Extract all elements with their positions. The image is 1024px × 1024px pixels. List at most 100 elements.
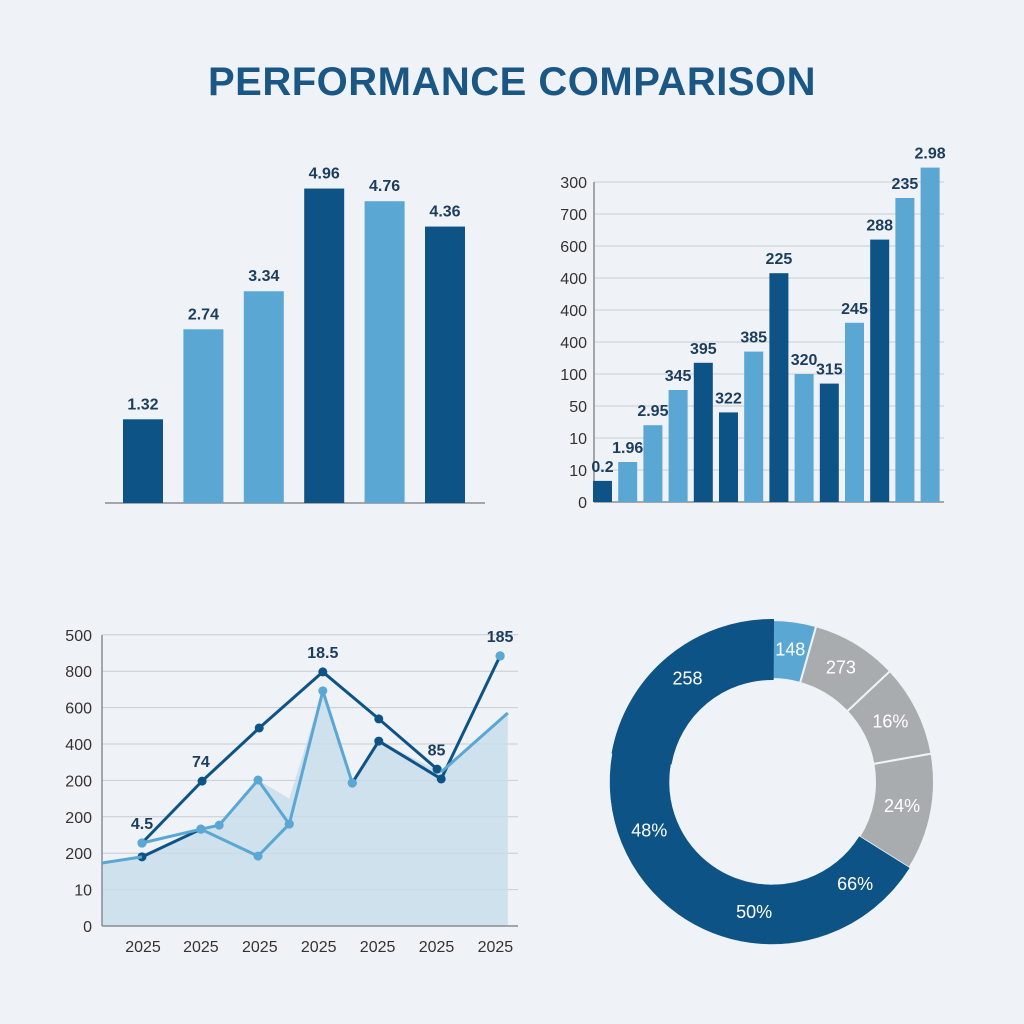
data-point: [214, 820, 224, 830]
data-label: 288: [866, 218, 893, 235]
series-line: [351, 655, 502, 784]
data-point: [374, 736, 384, 746]
x-tick-label: 2025: [242, 939, 278, 956]
y-tick-label: 200: [65, 773, 92, 790]
y-tick-label: 400: [560, 271, 587, 288]
data-label: 0.2: [591, 459, 613, 476]
data-label: 345: [665, 368, 692, 385]
slice-label: 24%: [884, 796, 920, 816]
y-tick-label: 10: [74, 883, 92, 900]
bar: [794, 374, 814, 502]
data-label: 4.5: [131, 816, 153, 833]
data-point: [374, 714, 384, 724]
x-tick-label: 2025: [125, 939, 161, 956]
bar: [593, 480, 612, 502]
y-tick-label: 600: [65, 701, 92, 718]
line-chart: 0 10 200 200 200 400 600 800 500 2025 2025 2025 2025…: [65, 628, 518, 956]
data-label: 225: [766, 251, 793, 268]
data-label: 4.36: [429, 204, 460, 221]
bar: [123, 419, 163, 503]
bar: [845, 322, 864, 502]
bar: [819, 383, 839, 502]
data-point: [253, 851, 263, 861]
data-point: [436, 774, 446, 784]
y-tick-label: 600: [560, 239, 587, 256]
x-tick-label: 2025: [419, 939, 455, 956]
data-label: 18.5: [307, 645, 338, 662]
data-label: 2.95: [637, 403, 668, 420]
y-tick-label: 300: [560, 175, 587, 192]
data-point: [253, 775, 263, 785]
series-line: [140, 670, 439, 845]
data-label: 3.34: [248, 268, 279, 285]
y-tick-label: 700: [560, 207, 587, 224]
slice-label: 258: [673, 669, 703, 689]
data-label: 395: [690, 341, 717, 358]
data-point: [318, 686, 328, 696]
data-label: 322: [715, 390, 742, 407]
bar: [744, 351, 764, 502]
data-point: [347, 778, 357, 788]
bar: [364, 201, 405, 503]
y-tick-label: 10: [569, 463, 587, 480]
data-point: [318, 667, 328, 677]
y-tick-label: 200: [65, 810, 92, 827]
bar: [769, 273, 789, 502]
x-tick-label: 2025: [478, 939, 514, 956]
y-tick-label: 100: [560, 367, 587, 384]
data-label: 245: [841, 301, 868, 318]
series-line: [101, 855, 143, 865]
bar: [895, 198, 915, 502]
data-label: 185: [487, 629, 514, 646]
x-tick-label: 2025: [301, 939, 337, 956]
x-tick-label: 2025: [183, 939, 219, 956]
x-tick-label: 2025: [360, 939, 396, 956]
slice-label: 273: [826, 658, 856, 678]
bar: [243, 291, 284, 503]
bar: [618, 462, 638, 502]
slice-label: 48%: [631, 821, 667, 841]
bar: [183, 329, 224, 503]
data-label: 2.74: [188, 306, 219, 323]
y-tick-label: 400: [560, 335, 587, 352]
page-title: PERFORMANCE COMPARISON: [207, 60, 817, 104]
bar-chart-1: 1.32 2.74 3.34 4.96 4.76 4.36: [105, 166, 485, 504]
data-point: [137, 838, 147, 848]
y-tick-label: 0: [578, 495, 587, 512]
data-point: [432, 764, 442, 774]
slice-label: 148: [775, 640, 805, 660]
y-tick-label: 400: [560, 303, 587, 320]
bar: [870, 239, 890, 502]
data-point: [196, 824, 206, 834]
slice-label: 50%: [736, 902, 772, 922]
data-point: [284, 819, 294, 829]
data-label: 1.96: [612, 440, 643, 457]
bar: [304, 188, 345, 503]
bar: [425, 226, 465, 504]
bar: [719, 412, 738, 502]
data-label: 85: [428, 742, 446, 759]
y-tick-label: 500: [65, 628, 92, 645]
data-label: 315: [816, 362, 843, 379]
bar: [643, 425, 663, 502]
y-tick-label: 0: [83, 919, 92, 936]
y-tick-label: 50: [569, 399, 587, 416]
data-point: [197, 776, 207, 786]
series-line: [141, 827, 202, 859]
bar: [693, 362, 713, 502]
y-tick-label: 800: [65, 664, 92, 681]
series-line: [440, 711, 509, 774]
data-label: 4.76: [369, 178, 400, 195]
bar: [920, 167, 940, 502]
y-tick-label: 400: [65, 737, 92, 754]
y-tick-label: 10: [569, 431, 587, 448]
data-point: [254, 723, 264, 733]
data-label: 235: [892, 176, 919, 193]
slice-label: 66%: [837, 874, 873, 894]
area-fill: [101, 690, 508, 926]
data-label: 2.98: [915, 146, 946, 163]
y-tick-label: 200: [65, 846, 92, 863]
data-point: [495, 651, 505, 661]
slice-label: 16%: [872, 711, 908, 731]
data-label: 320: [791, 352, 818, 369]
